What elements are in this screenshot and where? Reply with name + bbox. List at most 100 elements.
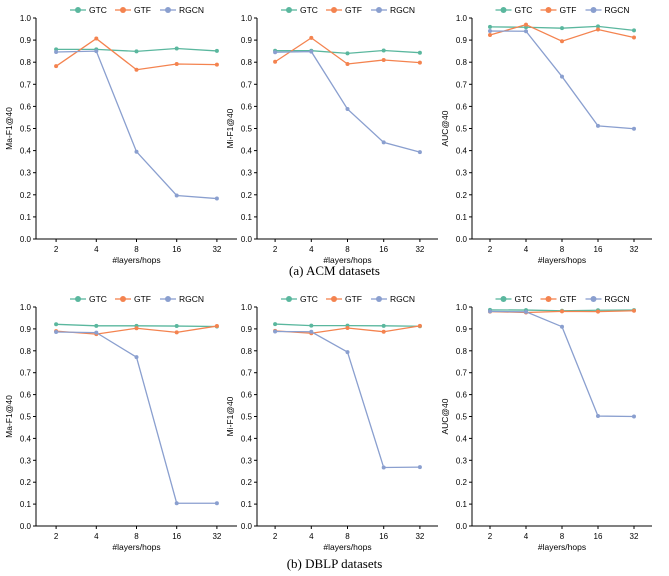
legend-label-gtc: GTC (515, 5, 533, 15)
legend-marker-gtf (331, 296, 337, 302)
data-point-gtc (273, 322, 278, 327)
data-point-gtf (417, 323, 422, 328)
y-tick-label: 0.9 (241, 325, 253, 334)
data-point-gtf (94, 36, 99, 41)
chart-legend: GTC GTF RGCN (495, 294, 630, 304)
chart-panel-2: 0.0 0.1 0.2 0.3 0.4 0.5 0.6 0.7 0.8 0.9 1.0 2 4 8 16 32… (225, 5, 438, 265)
caption-dblp: (b) DBLP datasets (286, 556, 383, 571)
data-point-gtc (381, 48, 386, 53)
data-point-gtf (345, 326, 350, 331)
chart-panel-5: 0.0 0.1 0.2 0.3 0.4 0.5 0.6 0.7 0.8 0.9 1.0 2 4 8 16 32… (225, 294, 438, 552)
x-axis-label: #layers/hops (538, 542, 586, 552)
chart-panel-4: 0.0 0.1 0.2 0.3 0.4 0.5 0.6 0.7 0.8 0.9 1.0 2 4 8 16 32… (4, 294, 237, 552)
y-tick-label: 0.4 (20, 147, 32, 156)
y-tick-label: 0.1 (20, 213, 32, 222)
y-tick-label: 0.1 (241, 213, 253, 222)
chart-legend: GTC GTF RGCN (495, 5, 630, 15)
y-tick-label: 0.0 (241, 522, 253, 531)
legend-label-rgcn: RGCN (179, 294, 204, 304)
legend-label-gtc: GTC (515, 294, 533, 304)
data-point-rgcn (381, 140, 386, 145)
y-tick-label: 0.2 (456, 478, 468, 487)
x-tick-label: 32 (630, 532, 639, 541)
data-point-gtf (273, 59, 278, 64)
data-point-gtc (417, 50, 422, 55)
x-tick-label: 16 (172, 245, 181, 254)
legend-marker-gtf (545, 7, 552, 13)
data-point-rgcn (381, 465, 386, 470)
chart-legend: GTC GTF RGCN (281, 294, 415, 304)
data-point-gtc (214, 48, 219, 53)
y-tick-label: 0.8 (456, 347, 468, 356)
x-tick-label: 32 (415, 532, 424, 541)
x-tick-label: 2 (273, 245, 278, 254)
y-tick-label: 0.4 (20, 434, 32, 443)
y-tick-label: 0.9 (241, 36, 253, 45)
data-point-gtf (632, 308, 636, 313)
data-point-rgcn (54, 329, 59, 334)
legend-label-gtf: GTF (345, 294, 362, 304)
data-point-gtf (54, 64, 59, 69)
y-tick-label: 0.6 (241, 102, 253, 111)
x-tick-label: 8 (560, 245, 565, 254)
data-point-rgcn (488, 309, 492, 314)
data-point-rgcn (309, 329, 314, 334)
y-tick-label: 0.3 (20, 169, 32, 178)
y-tick-label: 0.3 (241, 169, 253, 178)
data-point-rgcn (94, 49, 99, 54)
y-tick-label: 0.6 (241, 391, 253, 400)
data-point-rgcn (560, 74, 564, 79)
y-tick-label: 0.1 (241, 500, 253, 509)
x-tick-label: 2 (273, 532, 278, 541)
data-point-gtf (560, 309, 564, 314)
legend-marker-gtf (120, 296, 126, 302)
data-point-gtc (134, 49, 139, 54)
x-tick-label: 8 (345, 245, 350, 254)
data-point-gtf (345, 61, 350, 66)
legend-marker-rgcn (590, 296, 597, 302)
legend-label-rgcn: RGCN (179, 5, 204, 15)
legend-marker-gtc (75, 7, 81, 13)
y-tick-label: 0.5 (20, 125, 32, 134)
legend-label-gtc: GTC (300, 294, 318, 304)
y-axis-label: Ma-F1@40 (4, 107, 14, 150)
y-tick-label: 0.8 (20, 58, 32, 67)
data-point-gtc (174, 46, 179, 51)
x-axis-label: #layers/hops (112, 542, 160, 552)
x-tick-label: 32 (212, 532, 221, 541)
y-tick-label: 1.0 (456, 303, 468, 312)
data-point-gtf (488, 33, 492, 38)
y-tick-label: 0.1 (20, 500, 32, 509)
y-tick-label: 0.8 (456, 58, 468, 67)
y-tick-label: 0.4 (456, 147, 468, 156)
chart-panel-3: 0.0 0.1 0.2 0.3 0.4 0.5 0.6 0.7 0.8 0.9 1.0 2 4 8 16 32… (440, 5, 652, 265)
legend-marker-gtf (545, 296, 552, 302)
legend-marker-rgcn (590, 7, 597, 13)
data-point-gtf (596, 27, 600, 32)
series-line-rgcn (275, 50, 421, 153)
y-tick-label: 0.1 (456, 213, 468, 222)
data-point-rgcn (174, 193, 179, 198)
x-tick-label: 32 (630, 245, 639, 254)
data-point-rgcn (524, 309, 528, 314)
x-tick-label: 8 (134, 532, 139, 541)
data-point-rgcn (94, 330, 99, 335)
data-point-gtc (596, 24, 600, 29)
data-point-rgcn (345, 107, 350, 112)
y-tick-label: 1.0 (20, 14, 32, 23)
legend-marker-rgcn (165, 7, 171, 13)
x-tick-label: 8 (134, 245, 139, 254)
y-axis-label: Mi-F1@40 (225, 108, 235, 148)
y-axis-label: AUC@40 (440, 398, 450, 434)
chart-legend: GTC GTF RGCN (70, 294, 204, 304)
chart-panel-6: 0.0 0.1 0.2 0.3 0.4 0.5 0.6 0.7 0.8 0.9 1.0 2 4 8 16 32… (440, 294, 652, 552)
data-point-gtf (134, 326, 139, 331)
legend-label-rgcn: RGCN (390, 294, 415, 304)
data-point-gtc (381, 323, 386, 328)
data-point-gtf (596, 309, 600, 314)
x-tick-label: 2 (54, 532, 59, 541)
x-tick-label: 32 (415, 245, 424, 254)
y-tick-label: 0.0 (456, 522, 468, 531)
legend-label-rgcn: RGCN (605, 5, 630, 15)
